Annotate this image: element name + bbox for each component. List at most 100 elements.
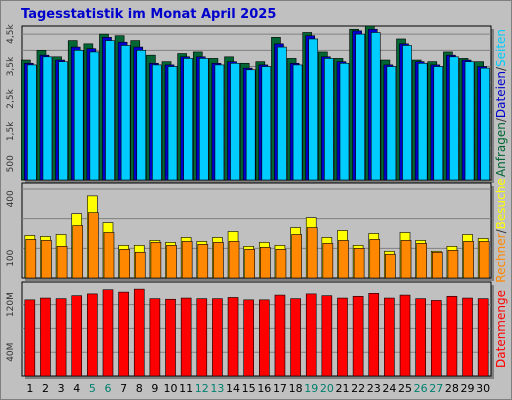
x-label-day-17: 17 [273, 382, 287, 395]
bar-seiten-day-1 [27, 64, 37, 181]
bar-seiten-day-23 [370, 32, 381, 181]
bar-datenmenge-day-22 [352, 295, 364, 377]
legend-label-part: Seiten [494, 29, 508, 67]
bar-rechner-day-15 [244, 249, 255, 279]
legend-label-part: Rechner [494, 233, 508, 282]
legend-label-part: Besuche [494, 178, 508, 229]
bar-datenmenge-day-16 [259, 299, 270, 377]
bar-datenmenge-day-27 [430, 300, 442, 377]
bar-rechner-day-8 [134, 251, 146, 279]
x-label-day-27: 27 [429, 382, 443, 395]
x-label-day-29: 29 [461, 382, 475, 395]
bar-rechner-day-14 [228, 241, 240, 279]
bar-rechner-day-24 [385, 253, 396, 279]
legend-label-part: Anfragen [494, 122, 508, 177]
bar-rechner-day-10 [166, 245, 177, 279]
bar-seiten-day-20 [324, 58, 334, 181]
x-label-day-16: 16 [257, 382, 271, 395]
panel-0-ytick-label: 500 [6, 155, 16, 172]
bar-datenmenge-day-7 [118, 291, 129, 377]
bar-rechner-day-4 [72, 225, 84, 279]
x-label-day-1: 1 [26, 382, 33, 395]
bar-rechner-day-12 [197, 244, 209, 279]
bar-seiten-day-2 [42, 56, 53, 181]
bar-datenmenge-day-24 [384, 297, 395, 377]
x-label-day-7: 7 [120, 382, 127, 395]
panel-0-ytick-label: 4,5k [6, 24, 16, 44]
bar-rechner-day-22 [353, 248, 365, 279]
panel-1-ytick-label: 100 [6, 249, 16, 266]
bar-seiten-day-14 [230, 62, 240, 181]
bar-rechner-day-5 [88, 212, 99, 279]
bar-rechner-day-21 [338, 240, 349, 279]
bar-rechner-day-9 [150, 242, 162, 279]
bar-rechner-day-23 [369, 239, 381, 279]
bar-rechner-day-6 [103, 232, 115, 279]
x-label-day-11: 11 [179, 382, 193, 395]
bar-datenmenge-day-30 [477, 298, 489, 377]
bar-datenmenge-day-28 [446, 295, 458, 377]
bar-datenmenge-day-21 [337, 297, 348, 377]
bar-seiten-day-22 [355, 33, 365, 181]
bar-rechner-day-17 [275, 249, 287, 279]
panel-1-plot-area [21, 182, 492, 279]
bar-seiten-day-24 [386, 66, 397, 181]
bar-seiten-day-4 [73, 50, 84, 181]
bar-rechner-day-19 [306, 227, 318, 279]
bar-seiten-day-21 [339, 62, 350, 181]
legend-label-part: / [494, 66, 508, 71]
x-label-day-18: 18 [289, 382, 303, 395]
bar-rechner-day-28 [447, 249, 459, 279]
bar-datenmenge-day-10 [165, 298, 176, 377]
x-label-day-15: 15 [242, 382, 256, 395]
bar-datenmenge-day-3 [55, 298, 67, 377]
legend-label-part: / [494, 117, 508, 122]
legend-label-part: Dateien [494, 71, 508, 118]
x-label-day-21: 21 [335, 382, 349, 395]
x-label-day-10: 10 [164, 382, 178, 395]
bar-seiten-day-16 [261, 66, 272, 181]
panel-2-legend-label: Datenmenge [494, 290, 508, 368]
bar-seiten-day-8 [136, 50, 147, 181]
bar-datenmenge-day-11 [180, 297, 192, 377]
panel-0-ytick-label: 1,5k [6, 121, 16, 141]
panel-0-legend-label: Anfragen/Dateien/Seiten [494, 29, 508, 177]
panel-2-ytick-label: 40M [6, 343, 16, 362]
x-label-day-24: 24 [382, 382, 396, 395]
bar-datenmenge-day-18 [290, 298, 301, 377]
x-label-day-20: 20 [320, 382, 334, 395]
bar-rechner-day-1 [25, 239, 37, 279]
bar-seiten-day-25 [402, 45, 412, 181]
bar-datenmenge-day-20 [321, 295, 333, 377]
x-label-day-5: 5 [89, 382, 96, 395]
x-label-day-12: 12 [195, 382, 209, 395]
x-label-day-28: 28 [445, 382, 459, 395]
x-label-day-30: 30 [476, 382, 490, 395]
bar-seiten-day-27 [433, 66, 444, 181]
bar-datenmenge-day-19 [305, 293, 317, 377]
x-label-day-19: 19 [304, 382, 318, 395]
bar-seiten-day-3 [58, 61, 68, 181]
bar-rechner-day-18 [291, 234, 302, 279]
bar-rechner-day-25 [400, 240, 412, 279]
bar-datenmenge-day-14 [227, 297, 239, 377]
bar-datenmenge-day-17 [274, 294, 286, 377]
bar-datenmenge-day-12 [196, 298, 208, 377]
bar-seiten-day-10 [167, 66, 178, 181]
bar-datenmenge-day-8 [133, 288, 145, 377]
bar-rechner-day-13 [213, 242, 224, 279]
bar-seiten-day-6 [105, 40, 115, 181]
bar-seiten-day-26 [417, 62, 428, 181]
bar-seiten-day-11 [183, 58, 193, 181]
panel-1-ytick-label: 400 [6, 190, 16, 207]
bar-rechner-day-20 [322, 243, 334, 279]
bar-datenmenge-day-5 [87, 293, 98, 377]
x-label-day-9: 9 [151, 382, 158, 395]
bar-datenmenge-day-15 [243, 299, 254, 377]
bar-datenmenge-day-2 [40, 297, 51, 377]
bar-rechner-day-30 [478, 241, 490, 279]
x-label-day-13: 13 [210, 382, 224, 395]
bar-seiten-day-30 [480, 67, 490, 181]
bar-datenmenge-day-6 [102, 289, 114, 377]
